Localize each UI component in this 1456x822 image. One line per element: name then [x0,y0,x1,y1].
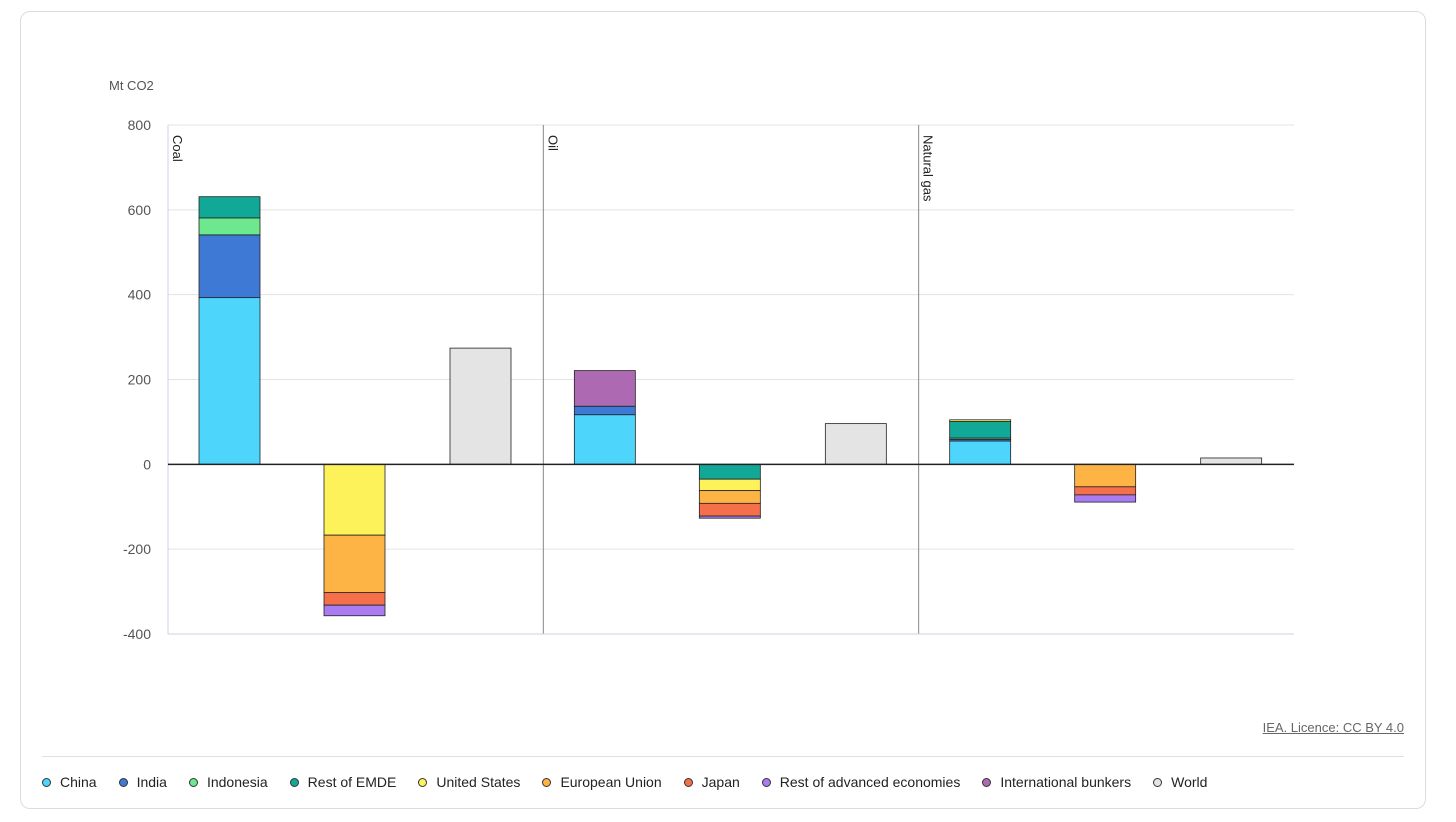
legend-item[interactable]: Rest of advanced economies [761,774,961,790]
bar-segment[interactable] [323,534,386,593]
bar-segment[interactable] [198,217,261,236]
bar-segment[interactable] [698,515,761,519]
y-tick-label: 400 [128,287,152,303]
legend-item[interactable]: International bunkers [982,774,1131,790]
legend-swatch-icon [42,777,51,787]
bar-segment[interactable] [198,234,261,299]
legend-label: World [1171,774,1208,790]
bar-segment[interactable] [824,423,887,465]
y-tick-label: -400 [123,626,151,642]
bar-segment[interactable] [698,490,761,504]
bar-segment[interactable] [1200,457,1263,465]
bar-segment[interactable] [449,347,512,465]
legend-label: Rest of advanced economies [779,774,961,790]
y-tick-label: 0 [143,456,151,472]
legend-label: China [60,774,97,790]
legend-label: Rest of EMDE [307,774,397,790]
legend-swatch-icon [118,777,128,787]
bar-segment[interactable] [1074,486,1137,496]
bar-segment[interactable] [573,414,636,465]
legend-item[interactable]: China [42,774,97,790]
bar-segment[interactable] [698,463,761,480]
bar-segment[interactable] [1074,494,1137,503]
y-tick-label: 600 [128,202,152,218]
legend-label: European Union [560,774,662,790]
panel-label: Natural gas [921,135,936,202]
legend-label: India [136,774,167,790]
legend-swatch-icon [289,777,299,787]
legend-item[interactable]: Rest of EMDE [289,774,397,790]
legend-swatch-icon [418,777,428,787]
panel-separators: Coal Oil Natural gas [167,125,1294,635]
panel-label: Oil [545,135,560,151]
legend-swatch-icon [761,777,771,787]
legend-label: Japan [701,774,740,790]
licence-link[interactable]: IEA. Licence: CC BY 4.0 [1262,720,1404,735]
bar-segment[interactable] [949,419,1012,422]
legend-item[interactable]: United States [418,774,520,790]
bar-segment[interactable] [1074,463,1137,488]
legend-label: Indonesia [206,774,268,790]
legend-item[interactable]: European Union [542,774,662,790]
bar-segment[interactable] [323,463,386,536]
y-tick-label: -200 [123,541,151,557]
bar-segment[interactable] [949,440,1012,465]
bar-segment[interactable] [573,370,636,407]
bar-segment[interactable] [949,421,1012,439]
legend-item[interactable]: Japan [683,774,740,790]
legend-label: United States [436,774,521,790]
bar-segment[interactable] [698,478,761,492]
panel-label: Coal [170,135,185,162]
legend-item[interactable]: India [118,774,167,790]
legend: China India Indonesia Rest of EMDE United St… [42,774,1229,790]
legend-item[interactable]: World [1153,774,1207,790]
legend-swatch-icon [683,777,693,787]
y-tick-label: 800 [128,117,152,133]
legend-swatch-icon [982,777,992,787]
legend-item[interactable]: Indonesia [188,774,268,790]
y-axis-unit-label: Mt CO2 [109,78,154,93]
legend-swatch-icon [542,777,552,787]
bar-segment[interactable] [198,196,261,219]
y-tick-labels: 800 600 400 200 0 -200 -400 [123,117,151,642]
y-tick-label: 200 [128,372,152,388]
bar-segment[interactable] [323,604,386,617]
bar-segment[interactable] [573,405,636,416]
legend-divider [42,756,1404,757]
bar-segment[interactable] [698,502,761,517]
bar-segment[interactable] [323,592,386,606]
legend-swatch-icon [188,777,198,787]
bars [198,196,1263,617]
legend-swatch-icon [1153,777,1163,787]
bar-segment[interactable] [198,297,261,465]
legend-label: International bunkers [1000,774,1132,790]
